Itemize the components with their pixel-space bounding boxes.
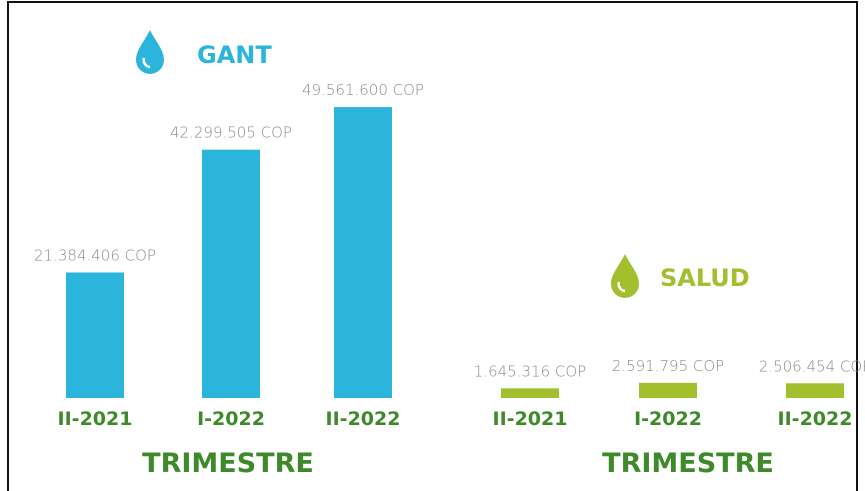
drop-icon <box>611 254 639 298</box>
x-tick-label: I-2022 <box>197 408 265 430</box>
frame <box>7 1 858 491</box>
drop-icon <box>136 30 164 74</box>
x-tick-label: II-2022 <box>326 408 401 430</box>
x-axis-label: TRIMESTRE <box>142 448 314 479</box>
value-label: 42.299.505 COP <box>170 124 292 142</box>
bar <box>334 107 392 398</box>
value-label: 21.384.406 COP <box>34 246 156 264</box>
bar <box>202 149 260 398</box>
bar <box>639 382 697 398</box>
chart-title: GANT <box>197 41 272 69</box>
value-label: 2.591.795 COP <box>612 357 724 375</box>
bar <box>786 383 844 398</box>
drop-shine <box>142 57 151 69</box>
chart-title: SALUD <box>660 264 750 292</box>
drop-shine <box>617 281 626 293</box>
value-label: 1.645.316 COP <box>474 362 586 380</box>
value-label: 2.506.454 COP <box>759 357 865 375</box>
x-tick-label: II-2021 <box>493 408 568 430</box>
x-tick-label: I-2022 <box>634 408 702 430</box>
x-tick-label: II-2021 <box>58 408 133 430</box>
bar <box>501 388 559 398</box>
value-label: 49.561.600 COP <box>302 81 424 99</box>
x-tick-label: II-2022 <box>778 408 853 430</box>
bar <box>66 272 124 398</box>
x-axis-label: TRIMESTRE <box>602 448 774 479</box>
